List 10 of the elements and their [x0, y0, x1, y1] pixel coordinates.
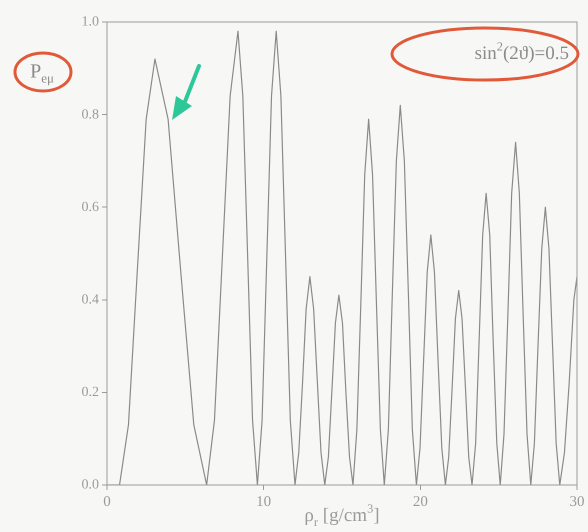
x-tick-label: 10 — [256, 494, 272, 510]
y-tick-label: 0.2 — [82, 385, 99, 400]
x-tick-label: 30 — [570, 494, 584, 510]
x-tick-label: 20 — [412, 494, 428, 510]
y-tick-label: 0.0 — [82, 478, 99, 493]
x-tick-label: 0 — [103, 494, 111, 510]
y-tick-label: 0.8 — [82, 107, 99, 122]
y-tick-label: 0.4 — [82, 292, 99, 308]
y-tick-label: 0.6 — [82, 200, 99, 215]
y-tick-label: 1.0 — [82, 14, 99, 30]
